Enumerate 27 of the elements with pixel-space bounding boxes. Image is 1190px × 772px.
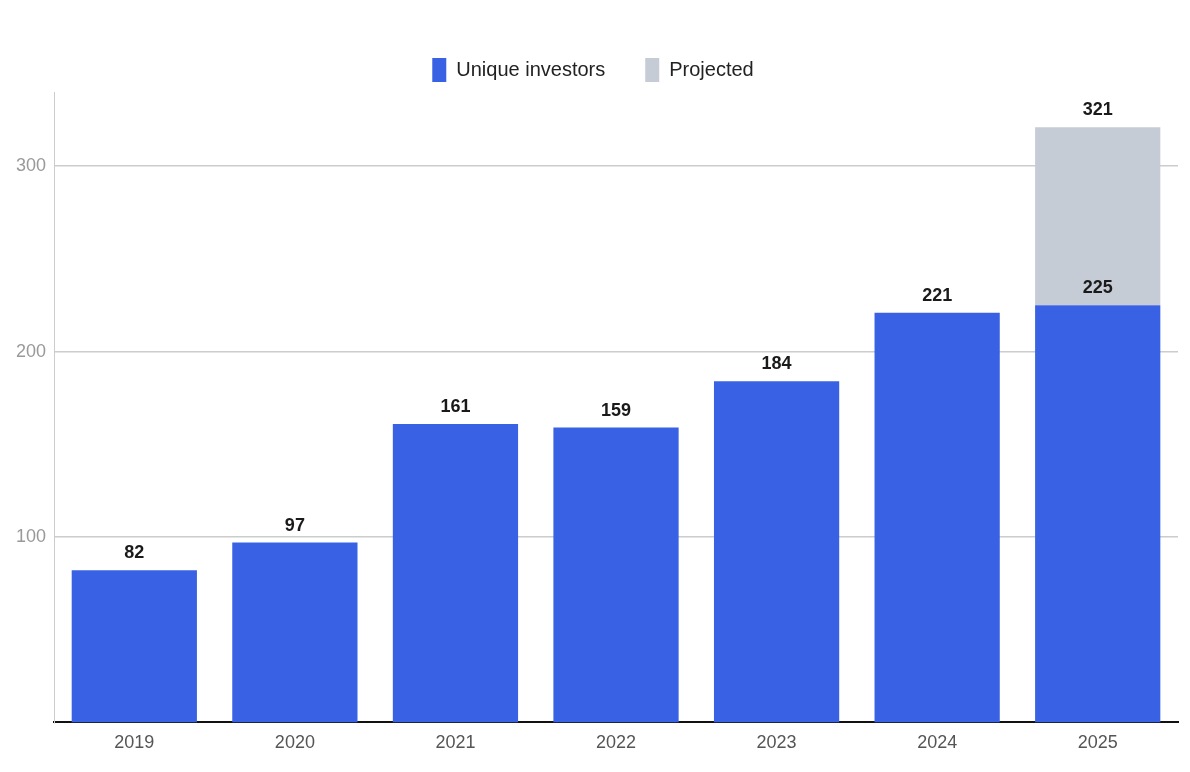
legend-label: Projected (669, 57, 754, 80)
data-label: 221 (922, 284, 953, 305)
bar (713, 381, 840, 723)
data-label: 225 (1082, 277, 1113, 298)
data-label: 159 (600, 399, 632, 420)
data-label: 97 (284, 514, 305, 535)
x-tick-label: 2024 (917, 732, 958, 753)
bar (1035, 305, 1161, 723)
data-label: 184 (761, 353, 792, 374)
bar (392, 423, 519, 723)
x-tick-label: 2019 (114, 732, 155, 753)
bar (71, 570, 197, 723)
legend-label: Unique investors (456, 57, 606, 80)
data-label: 161 (440, 395, 471, 416)
bar (232, 542, 358, 723)
x-tick-label: 2022 (595, 732, 637, 753)
x-tick-label: 2023 (756, 732, 797, 753)
data-label: 82 (124, 542, 145, 563)
x-tick-label: 2020 (274, 732, 315, 753)
bar (874, 312, 1000, 723)
y-tick-label: 200 (15, 340, 47, 361)
x-tick-label: 2025 (1077, 732, 1118, 753)
total-label: 321 (1082, 99, 1113, 120)
x-tick-label: 2021 (435, 732, 476, 753)
y-tick-label: 100 (15, 525, 47, 546)
y-tick-label: 300 (15, 155, 47, 176)
bar (553, 427, 679, 723)
